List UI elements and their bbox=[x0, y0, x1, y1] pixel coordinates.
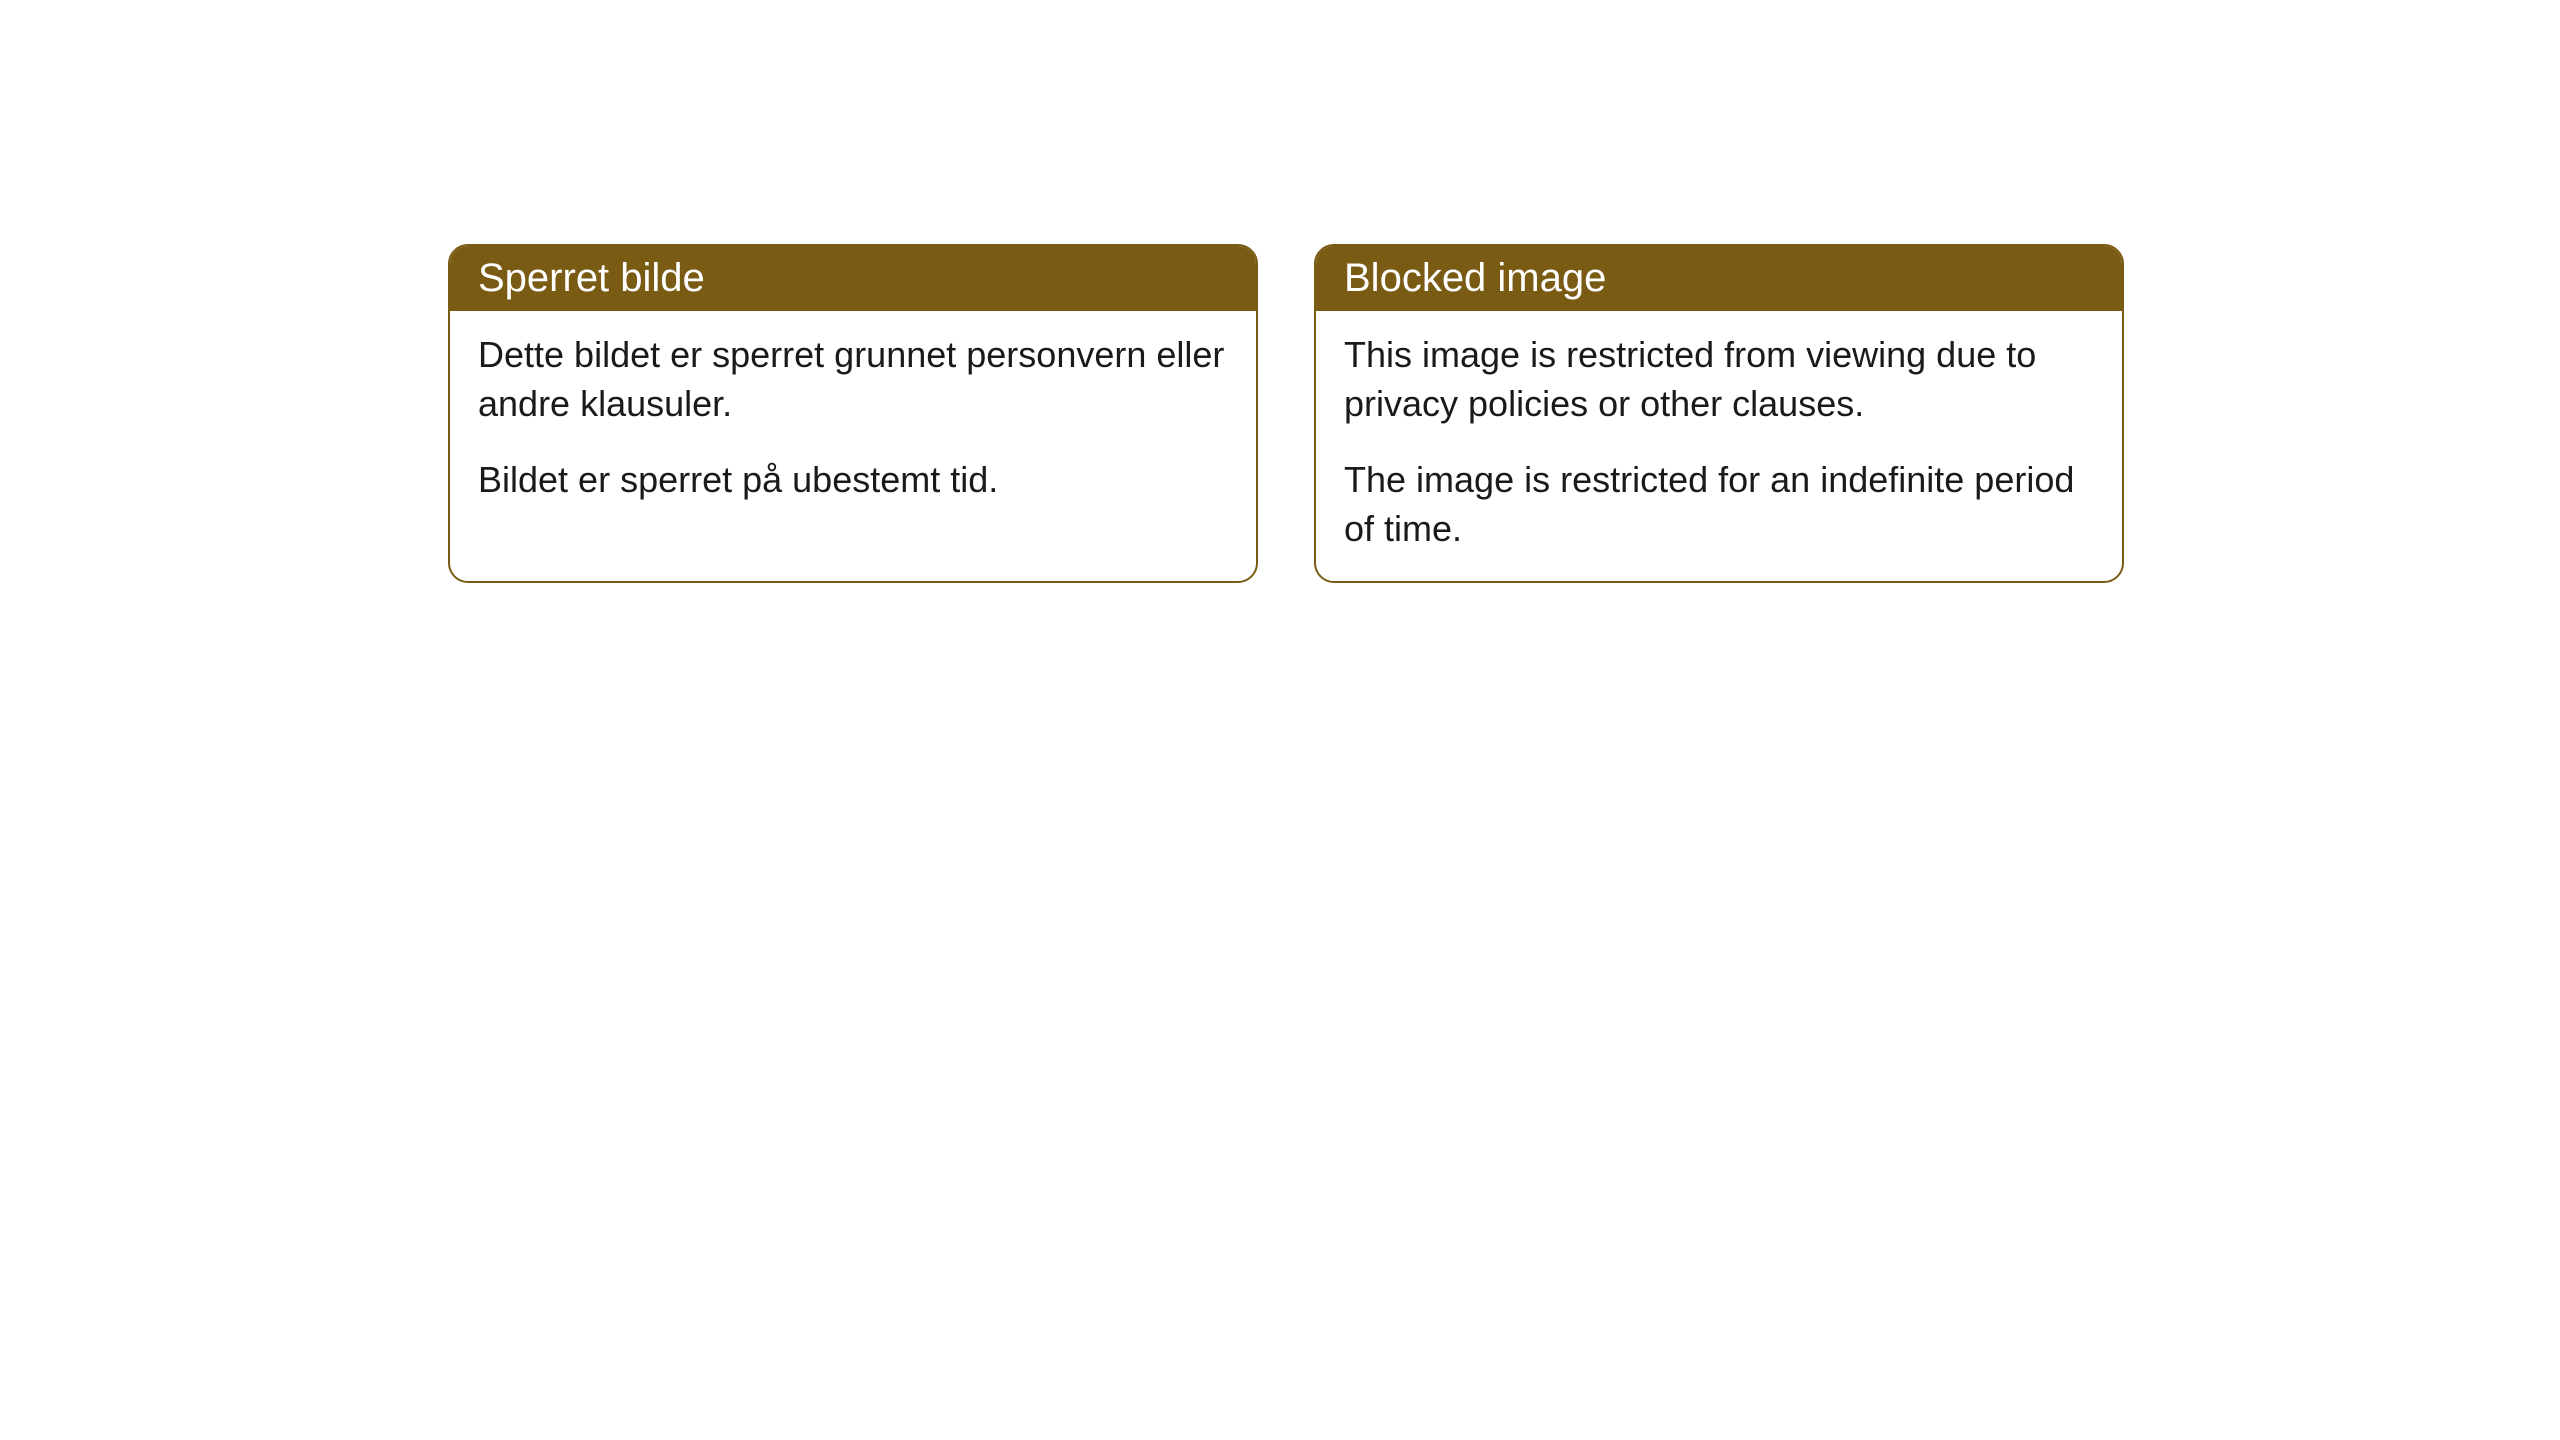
card-title: Blocked image bbox=[1344, 256, 1606, 300]
card-paragraph-1: Dette bildet er sperret grunnet personve… bbox=[478, 331, 1228, 428]
notice-cards-container: Sperret bilde Dette bildet er sperret gr… bbox=[448, 244, 2560, 583]
card-paragraph-2: Bildet er sperret på ubestemt tid. bbox=[478, 456, 1228, 505]
card-paragraph-2: The image is restricted for an indefinit… bbox=[1344, 456, 2094, 553]
card-body: Dette bildet er sperret grunnet personve… bbox=[450, 311, 1256, 533]
card-header: Blocked image bbox=[1316, 246, 2122, 311]
notice-card-norwegian: Sperret bilde Dette bildet er sperret gr… bbox=[448, 244, 1258, 583]
card-body: This image is restricted from viewing du… bbox=[1316, 311, 2122, 581]
card-header: Sperret bilde bbox=[450, 246, 1256, 311]
notice-card-english: Blocked image This image is restricted f… bbox=[1314, 244, 2124, 583]
card-paragraph-1: This image is restricted from viewing du… bbox=[1344, 331, 2094, 428]
card-title: Sperret bilde bbox=[478, 256, 705, 300]
